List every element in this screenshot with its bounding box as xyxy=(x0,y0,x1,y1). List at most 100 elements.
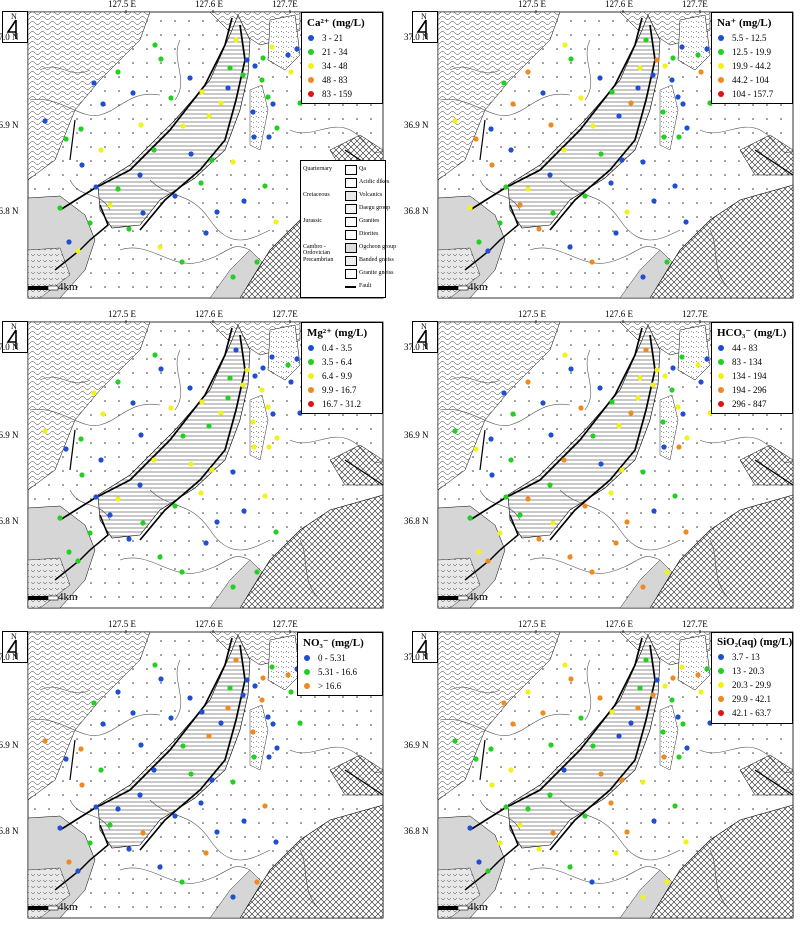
legend-swatch xyxy=(304,669,310,675)
sample-point xyxy=(654,57,660,63)
legend-entry: 9.9 - 16.7 xyxy=(302,383,382,397)
sample-point xyxy=(152,662,158,668)
sample-point xyxy=(704,46,710,52)
sample-point xyxy=(473,136,479,142)
unit-banded-gneiss xyxy=(27,321,151,491)
contour-line xyxy=(449,686,501,694)
legend-range: 20.3 - 29.9 xyxy=(732,680,771,690)
sample-point xyxy=(501,390,507,396)
sample-point xyxy=(613,230,619,236)
sample-point xyxy=(98,457,104,463)
sample-point xyxy=(637,685,643,691)
sample-point xyxy=(214,209,220,215)
sample-point xyxy=(548,742,554,748)
legend-swatch xyxy=(718,668,724,674)
sample-point xyxy=(635,705,641,711)
sample-point xyxy=(608,490,614,496)
sample-point xyxy=(254,879,260,885)
sample-point xyxy=(151,147,157,153)
sample-point xyxy=(57,205,63,211)
legend-entry: 5.31 - 16.6 xyxy=(298,665,382,679)
sample-point xyxy=(157,554,163,560)
sample-point xyxy=(704,666,710,672)
sample-point xyxy=(252,373,258,379)
sample-point xyxy=(260,365,266,371)
sample-point xyxy=(93,184,99,190)
legend-entry: 34 - 48 xyxy=(302,59,382,73)
sample-point xyxy=(598,151,604,157)
sample-point xyxy=(180,743,186,749)
unit-ogcheon-group xyxy=(649,804,794,919)
sample-point xyxy=(619,157,625,163)
unit-ogcheon-small xyxy=(739,444,794,486)
sample-point xyxy=(452,428,458,434)
sample-point xyxy=(214,519,220,525)
sample-point xyxy=(100,411,106,417)
sample-point xyxy=(616,113,622,119)
sample-point xyxy=(582,193,588,199)
unit-banded-gneiss xyxy=(437,631,561,801)
sample-point xyxy=(662,63,668,69)
contour-line xyxy=(479,179,521,211)
sample-point xyxy=(680,411,686,417)
legend-range: 134 - 194 xyxy=(732,371,767,381)
contour-line xyxy=(119,556,251,574)
sample-point xyxy=(187,385,193,391)
legend-title: Na⁺ (mg/L) xyxy=(717,17,772,29)
sample-point xyxy=(187,75,193,81)
sample-point xyxy=(115,689,121,695)
sample-point xyxy=(244,677,250,683)
scale-bar-white xyxy=(457,595,469,601)
sample-point xyxy=(266,754,272,760)
map-panel-ca: N 127.5 E 127.6 E 127.7E 37.0 N 36.9 N 36.8 N 4… xyxy=(0,0,396,300)
sample-point xyxy=(260,55,266,61)
sample-point xyxy=(227,685,233,691)
sample-point xyxy=(241,508,247,514)
legend-swatch xyxy=(308,91,314,97)
sample-point xyxy=(100,101,106,107)
sample-point xyxy=(130,400,136,406)
sample-point xyxy=(285,362,291,368)
sample-point xyxy=(540,90,546,96)
sample-point xyxy=(582,503,588,509)
sample-point xyxy=(651,198,657,204)
legend-swatch xyxy=(718,49,724,55)
sample-point xyxy=(172,813,178,819)
contour-line xyxy=(709,229,731,291)
sample-point xyxy=(294,46,300,52)
unit-ogcheon-group xyxy=(649,184,794,299)
fault-minor xyxy=(479,429,486,471)
concentration-legend: HCO₃⁻ (mg/L) 44 - 83 83 - 134 134 - 194 194 … xyxy=(711,322,793,414)
sample-point xyxy=(230,584,236,590)
fault-sw xyxy=(54,824,109,891)
sample-point xyxy=(650,692,656,698)
sample-point xyxy=(137,482,143,488)
sample-point xyxy=(561,147,567,153)
sample-point xyxy=(676,134,682,140)
sample-point xyxy=(115,806,121,812)
lon-tick-label: 127.5 E xyxy=(108,619,136,629)
legend-entry: 5.5 - 12.5 xyxy=(712,31,792,45)
sample-point xyxy=(244,57,250,63)
legend-range: 3.5 - 6.4 xyxy=(322,357,352,367)
legend-range: 44.2 - 104 xyxy=(732,75,769,85)
sample-point xyxy=(241,818,247,824)
sample-point xyxy=(251,444,257,450)
sample-point xyxy=(152,352,158,358)
geology-era-label: Precambrian xyxy=(303,257,334,263)
sample-point xyxy=(254,569,260,575)
sample-point xyxy=(233,37,239,43)
sample-point xyxy=(115,186,121,192)
geology-unit-swatch xyxy=(345,269,357,279)
legend-range: 83 - 134 xyxy=(732,357,762,367)
unit-acidic-dikes xyxy=(677,634,711,691)
legend-swatch xyxy=(718,682,724,688)
sample-point xyxy=(179,879,185,885)
sample-point xyxy=(664,259,670,265)
north-arrow-icon xyxy=(6,639,17,659)
lat-tick-label: 36.8 N xyxy=(0,206,19,216)
contour-line xyxy=(29,403,161,426)
legend-swatch xyxy=(308,345,314,351)
sample-point xyxy=(93,494,99,500)
sample-point xyxy=(679,664,685,670)
